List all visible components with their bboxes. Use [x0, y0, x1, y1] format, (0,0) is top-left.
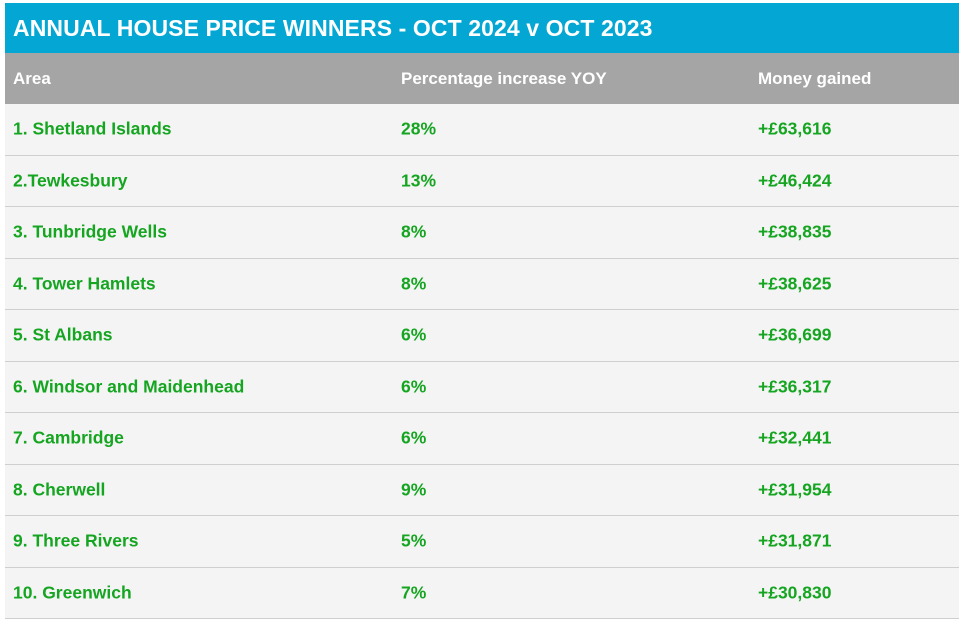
money-cell: +£46,424	[758, 170, 832, 191]
area-cell: 5. St Albans	[13, 324, 113, 345]
table-row: 7. Cambridge 6% +£32,441	[5, 413, 959, 465]
table-row: 1. Shetland Islands 28% +£63,616	[5, 104, 959, 156]
area-cell: 2.Tewkesbury	[13, 170, 128, 191]
money-cell: +£36,317	[758, 376, 832, 397]
percentage-cell: 5%	[401, 530, 427, 551]
table-body: 1. Shetland Islands 28% +£63,616 2.Tewkesbu…	[5, 104, 959, 619]
table-header-row: Area Percentage increase YOY Money gaine…	[5, 53, 959, 104]
table-row: 10. Greenwich 7% +£30,830	[5, 567, 959, 619]
percentage-cell: 8%	[401, 273, 427, 294]
money-cell: +£31,871	[758, 530, 832, 551]
table-row: 9. Three Rivers 5% +£31,871	[5, 516, 959, 568]
percentage-cell: 8%	[401, 221, 427, 242]
percentage-cell: 13%	[401, 170, 437, 191]
money-cell: +£63,616	[758, 118, 832, 139]
table-row: 2.Tewkesbury 13% +£46,424	[5, 155, 959, 207]
area-cell: 8. Cherwell	[13, 479, 106, 500]
area-cell: 6. Windsor and Maidenhead	[13, 376, 245, 397]
money-cell: +£38,835	[758, 221, 832, 242]
percentage-cell: 28%	[401, 118, 437, 139]
money-cell: +£38,625	[758, 273, 832, 294]
area-cell: 7. Cambridge	[13, 427, 124, 448]
area-cell: 4. Tower Hamlets	[13, 273, 156, 294]
header-area: Area	[13, 68, 51, 88]
percentage-cell: 6%	[401, 427, 427, 448]
money-cell: +£32,441	[758, 427, 832, 448]
money-cell: +£30,830	[758, 582, 832, 603]
table-row: 5. St Albans 6% +£36,699	[5, 310, 959, 362]
table-row: 4. Tower Hamlets 8% +£38,625	[5, 258, 959, 310]
table-row: 6. Windsor and Maidenhead 6% +£36,317	[5, 361, 959, 413]
percentage-cell: 7%	[401, 582, 427, 603]
header-money: Money gained	[758, 68, 872, 88]
table-title: ANNUAL HOUSE PRICE WINNERS - OCT 2024 v …	[13, 14, 653, 41]
area-cell: 9. Three Rivers	[13, 530, 139, 551]
table-row: 3. Tunbridge Wells 8% +£38,835	[5, 207, 959, 259]
area-cell: 10. Greenwich	[13, 582, 132, 603]
table-row: 8. Cherwell 9% +£31,954	[5, 464, 959, 516]
table-title-bar: ANNUAL HOUSE PRICE WINNERS - OCT 2024 v …	[5, 3, 959, 53]
percentage-cell: 9%	[401, 479, 427, 500]
area-cell: 1. Shetland Islands	[13, 118, 172, 139]
percentage-cell: 6%	[401, 376, 427, 397]
header-percentage: Percentage increase YOY	[401, 68, 607, 88]
money-cell: +£36,699	[758, 324, 832, 345]
house-price-table: ANNUAL HOUSE PRICE WINNERS - OCT 2024 v …	[5, 3, 959, 619]
percentage-cell: 6%	[401, 324, 427, 345]
money-cell: +£31,954	[758, 479, 832, 500]
area-cell: 3. Tunbridge Wells	[13, 221, 167, 242]
